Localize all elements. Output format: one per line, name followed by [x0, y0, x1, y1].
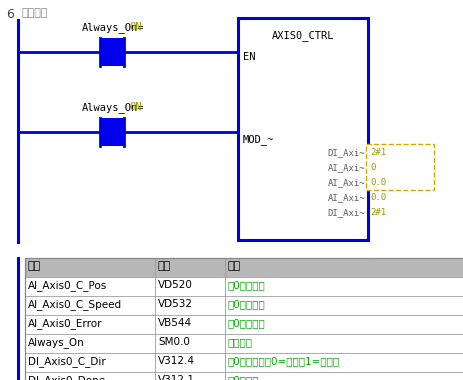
Text: DI_Axi~: DI_Axi~ [327, 208, 364, 217]
Text: ON: ON [129, 102, 141, 112]
Bar [25, 258, 463, 277]
Text: 地址: 地址 [158, 261, 171, 271]
Text: AI_Axi~: AI_Axi~ [327, 178, 364, 187]
Text: EN: EN [243, 52, 255, 62]
Bar [25, 277, 463, 296]
Text: DI_Axis0_Done: DI_Axis0_Done [28, 375, 105, 380]
Bar [238, 18, 367, 240]
Text: AI_Axis0_Error: AI_Axis0_Error [28, 318, 102, 329]
Bar [100, 38, 124, 66]
Bar [25, 315, 463, 334]
Text: AI_Axi~: AI_Axi~ [327, 163, 364, 172]
Bar [100, 118, 124, 146]
Text: 轴0当前位置: 轴0当前位置 [227, 280, 265, 290]
Text: AI_Axis0_C_Speed: AI_Axis0_C_Speed [28, 299, 122, 310]
Text: 始终接通: 始终接通 [227, 337, 252, 347]
Text: ON: ON [129, 22, 141, 32]
Text: Always_On=: Always_On= [82, 102, 144, 113]
Text: SM0.0: SM0.0 [158, 337, 189, 347]
Bar [25, 372, 463, 380]
Bar [25, 334, 463, 353]
Text: 输入注释: 输入注释 [22, 8, 49, 18]
Text: 0.0: 0.0 [369, 178, 385, 187]
Text: MOD_~: MOD_~ [243, 134, 274, 145]
Text: AI_Axi~: AI_Axi~ [327, 193, 364, 202]
Text: V312.4: V312.4 [158, 356, 194, 366]
Text: 0: 0 [369, 163, 375, 172]
Text: 轴0已完成: 轴0已完成 [227, 375, 259, 380]
Bar [365, 144, 433, 190]
Text: Always_On: Always_On [28, 337, 85, 348]
Text: 0.0: 0.0 [369, 193, 385, 202]
Text: VD520: VD520 [158, 280, 193, 290]
Text: DI_Axis0_C_Dir: DI_Axis0_C_Dir [28, 356, 106, 367]
Text: 注释: 注释 [227, 261, 241, 271]
Text: AXIS0_CTRL: AXIS0_CTRL [271, 30, 333, 41]
Text: DI_Axi~: DI_Axi~ [327, 148, 364, 157]
Text: 6: 6 [6, 8, 14, 21]
Text: V312.1: V312.1 [158, 375, 194, 380]
Text: 轴0点动方向（0=正转，1=反转）: 轴0点动方向（0=正转，1=反转） [227, 356, 339, 366]
Text: VD532: VD532 [158, 299, 193, 309]
Text: 2#1: 2#1 [369, 208, 385, 217]
Bar [25, 258, 463, 380]
Text: 2#1: 2#1 [369, 148, 385, 157]
Text: 轴0当前速度: 轴0当前速度 [227, 299, 265, 309]
Bar [25, 353, 463, 372]
Text: 符号: 符号 [28, 261, 41, 271]
Text: VB544: VB544 [158, 318, 192, 328]
Text: 轴0错误代码: 轴0错误代码 [227, 318, 265, 328]
Bar [25, 296, 463, 315]
Text: Always_On=: Always_On= [82, 22, 144, 33]
Text: AI_Axis0_C_Pos: AI_Axis0_C_Pos [28, 280, 107, 291]
